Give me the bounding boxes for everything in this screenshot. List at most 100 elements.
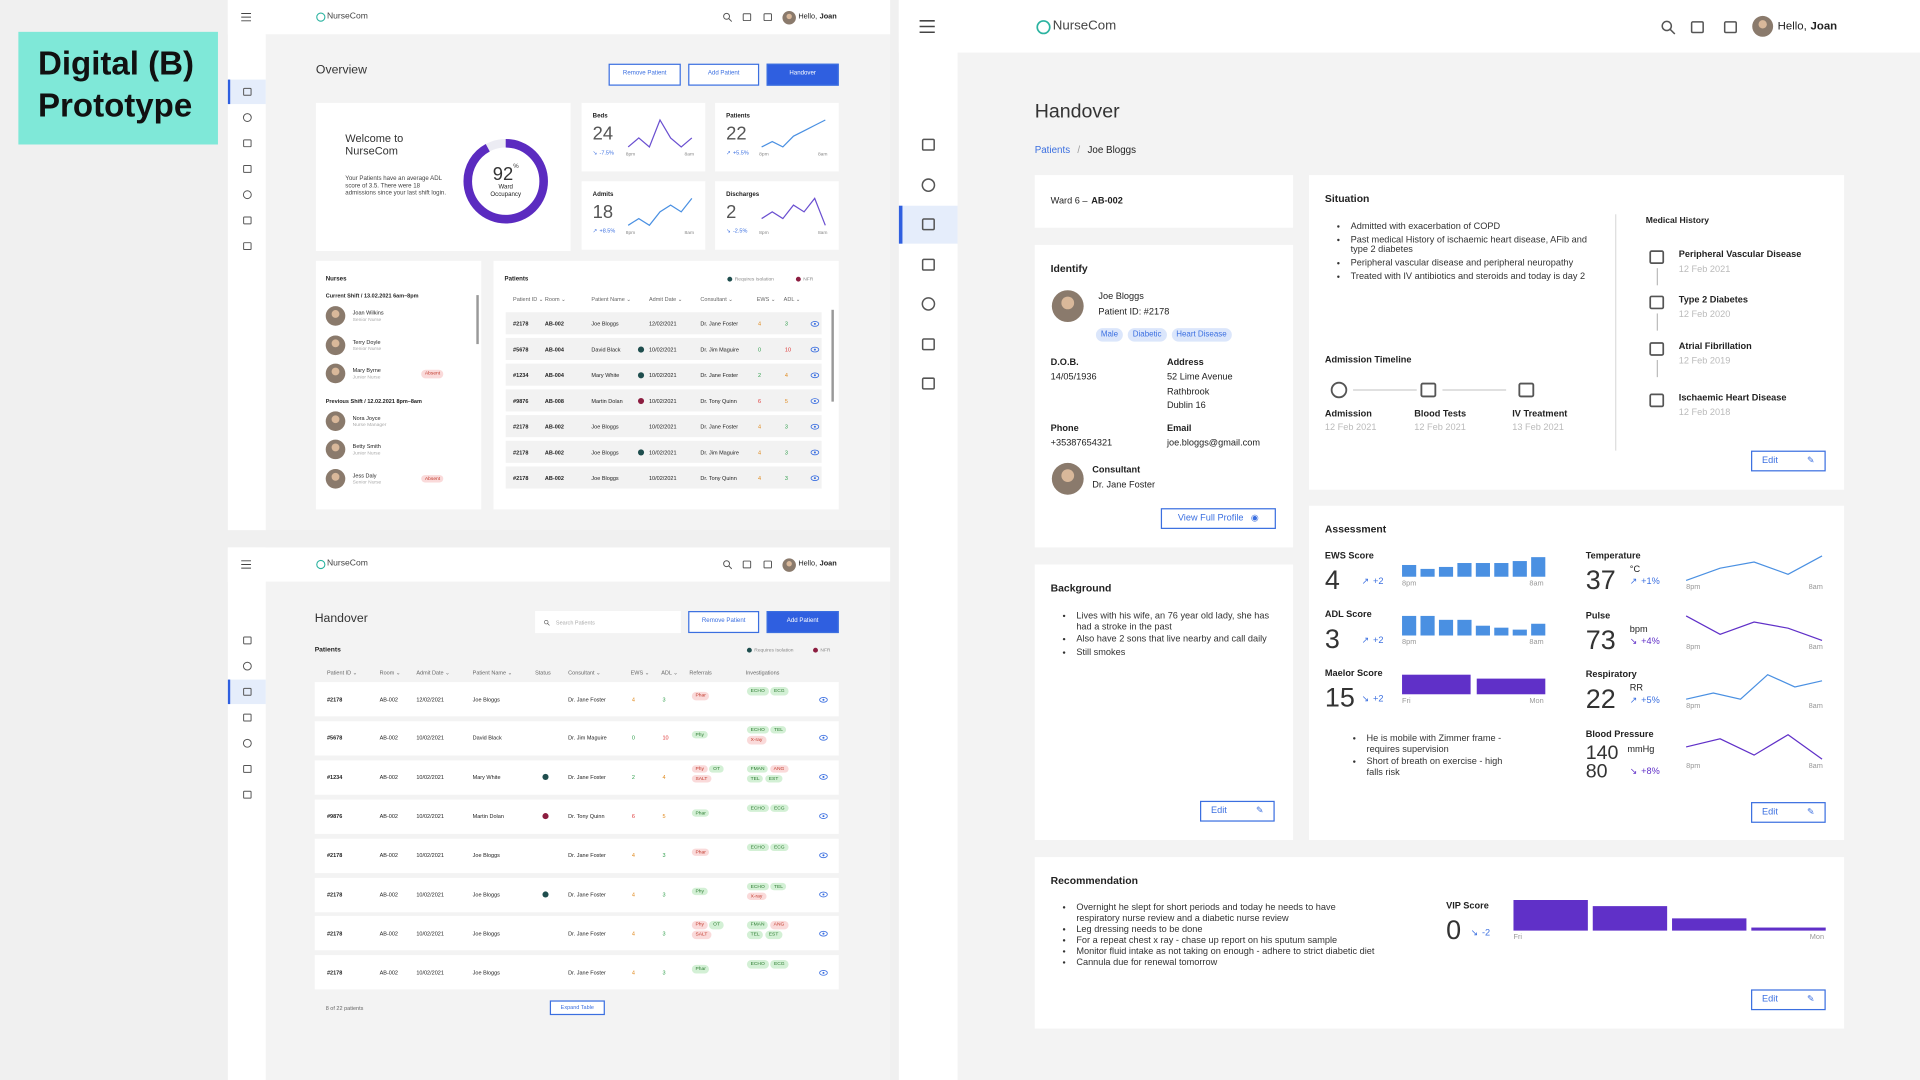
nav-icon[interactable] — [242, 241, 252, 251]
view-icon[interactable] — [810, 370, 819, 379]
handover-list-screen: NurseCom Hello, Joan Handover Search Patient… — [227, 547, 891, 1080]
view-icon[interactable] — [810, 319, 819, 328]
nav-icon[interactable] — [921, 177, 936, 192]
nav-icon-shape — [242, 661, 252, 671]
action-button[interactable]: Add Patient — [688, 63, 760, 86]
profile-button[interactable]: View Full Profile ◉ — [1160, 508, 1276, 529]
bar — [1420, 568, 1435, 577]
room: AB-002 — [379, 774, 398, 781]
nav-icon[interactable] — [242, 138, 252, 148]
view-icon[interactable] — [810, 345, 819, 354]
nav-icon[interactable] — [242, 636, 252, 646]
nav-icon[interactable] — [242, 164, 252, 174]
nav-icon[interactable] — [242, 87, 252, 97]
nav-icon[interactable] — [921, 137, 936, 152]
nav-icon[interactable] — [242, 216, 252, 226]
action-button[interactable]: Remove Patient — [608, 63, 681, 86]
nav-icon[interactable] — [921, 376, 936, 391]
edit-button[interactable]: Edit ✎ — [1751, 802, 1826, 823]
view-icon[interactable] — [818, 695, 828, 704]
nurse-avatar — [325, 363, 346, 384]
action-button[interactable]: Add Patient — [766, 611, 839, 634]
bar — [1402, 564, 1417, 577]
occupancy-unit: % — [513, 162, 519, 171]
view-icon[interactable] — [818, 773, 828, 782]
consultant: Dr. Jane Foster — [568, 969, 606, 976]
timeline-date: 12 Feb 2021 — [1324, 421, 1377, 433]
background-list: Lives with his wife, an 76 year old lady… — [1059, 610, 1273, 661]
view-icon[interactable] — [810, 396, 819, 405]
change-value: +5% — [1641, 694, 1660, 706]
stat-value: 22 — [726, 123, 747, 145]
view-icon[interactable] — [818, 812, 828, 821]
nav-icon[interactable] — [921, 336, 936, 351]
edit-button[interactable]: Edit ✎ — [1751, 989, 1826, 1011]
side-bar — [227, 547, 266, 1080]
bell-icon-shape — [1723, 20, 1737, 33]
view-icon[interactable] — [818, 929, 828, 938]
nav-icon-shape — [921, 138, 935, 151]
history-icon-shape — [1649, 393, 1665, 408]
bar — [1457, 563, 1472, 577]
nurse-role: Senior Nurse — [352, 344, 382, 351]
welcome-text: Your Patients have an average ADL score … — [345, 175, 447, 197]
view-icon-shape — [818, 774, 828, 781]
score-change: ↘ +2 — [1362, 694, 1384, 705]
legend-label: Requires Isolation — [754, 645, 794, 653]
ews: 4 — [631, 969, 635, 976]
timeline-title: Admission Timeline — [1324, 353, 1412, 365]
nav-icon[interactable] — [242, 661, 252, 671]
tag-group: Phy OT SALT — [691, 765, 734, 784]
stat-trend — [761, 197, 826, 226]
nav-icon[interactable] — [242, 687, 252, 697]
nurse-avatar — [325, 306, 346, 326]
vital-trend-line — [1685, 555, 1823, 581]
patient-id: #1234 — [513, 371, 529, 378]
action-button[interactable]: Remove Patient — [688, 611, 760, 634]
tag: Diabetic — [1127, 328, 1167, 343]
admit-date: 10/02/2021 — [416, 969, 444, 976]
breadcrumb-item: Patients — [1034, 144, 1071, 156]
view-icon[interactable] — [810, 422, 819, 431]
patient-id: #2178 — [326, 930, 343, 937]
adl: 3 — [784, 320, 788, 327]
view-icon[interactable] — [818, 851, 828, 860]
admit-date: 10/02/2021 — [416, 735, 444, 742]
expand-button[interactable]: Expand Table — [549, 1000, 605, 1016]
welcome-card: Welcome to NurseCom Your Patients have an… — [315, 102, 571, 252]
nav-icon[interactable] — [242, 738, 252, 748]
nurse-avatar-shape — [331, 367, 340, 376]
status-dot — [542, 813, 549, 820]
view-icon[interactable] — [818, 890, 828, 899]
ews: 0 — [631, 735, 635, 742]
top-bar — [227, 547, 891, 582]
nav-icon-shape — [242, 765, 251, 773]
nav-icon[interactable] — [242, 190, 252, 200]
edit-button[interactable]: Edit ✎ — [1751, 450, 1826, 472]
patient-avatar — [1051, 290, 1084, 323]
search-icon — [723, 12, 733, 22]
search-icon-shape — [543, 619, 548, 624]
tag: EST — [765, 931, 782, 940]
nav-icon[interactable] — [242, 764, 252, 774]
nav-icon[interactable] — [921, 296, 936, 311]
view-icon[interactable] — [818, 968, 828, 977]
nav-icon[interactable] — [921, 257, 936, 272]
nav-icon[interactable] — [242, 113, 252, 123]
tag: ECG — [770, 804, 789, 813]
view-icon[interactable] — [818, 734, 828, 743]
search-icon-shape — [728, 18, 733, 22]
view-icon[interactable] — [810, 473, 819, 482]
view-icon[interactable] — [810, 448, 819, 457]
edit-button[interactable]: Edit ✎ — [1200, 800, 1275, 822]
nav-icon[interactable] — [921, 216, 936, 231]
search-box[interactable]: Search Patients — [535, 611, 681, 634]
timeline-connector — [1442, 389, 1507, 391]
nav-icon[interactable] — [242, 790, 252, 800]
vital-label: Blood Pressure — [1585, 727, 1654, 739]
action-button[interactable]: Handover — [766, 63, 839, 86]
nurse-name: Jess Daly — [352, 472, 377, 479]
nav-icon-shape — [242, 738, 252, 748]
stat-trend-line — [627, 118, 693, 148]
nav-icon[interactable] — [242, 713, 252, 723]
